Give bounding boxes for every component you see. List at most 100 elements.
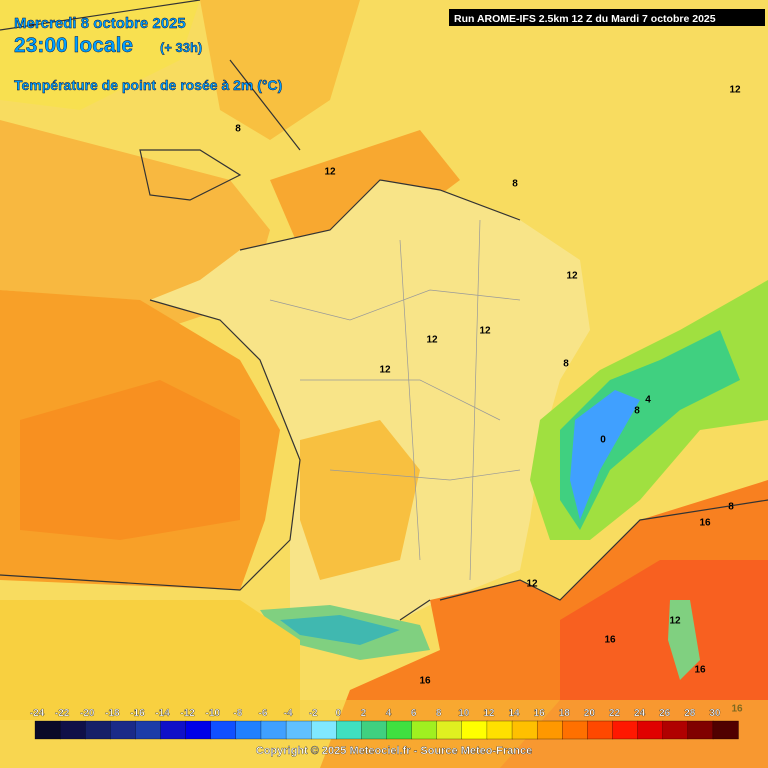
legend-swatch xyxy=(687,720,714,740)
lead-time: (+ 33h) xyxy=(160,40,202,55)
contour-label: 12 xyxy=(426,335,438,346)
legend-swatch xyxy=(511,720,538,740)
contour-label: 0 xyxy=(600,435,606,446)
legend-swatch xyxy=(59,720,86,740)
north-sea xyxy=(200,0,360,140)
legend-tick: 0 xyxy=(336,708,342,719)
contour-label: 4 xyxy=(645,395,651,406)
contour-label: 12 xyxy=(566,271,578,282)
legend-swatch xyxy=(461,720,488,740)
contour-label: 12 xyxy=(379,365,391,376)
run-box xyxy=(449,9,765,26)
legend-tick: -2 xyxy=(309,708,318,719)
legend-swatch xyxy=(436,720,463,740)
legend-tick: -12 xyxy=(180,708,195,719)
legend-swatch xyxy=(336,720,363,740)
atlantic-core xyxy=(20,380,240,540)
legend-tick: 30 xyxy=(709,708,721,719)
legend-swatch xyxy=(185,720,212,740)
legend-tick: -6 xyxy=(259,708,268,719)
legend-tick: 22 xyxy=(609,708,621,719)
legend-swatch xyxy=(411,720,438,740)
contour-label: 16 xyxy=(694,665,706,676)
date: Mercredi 8 octobre 2025 xyxy=(14,15,186,32)
pyrenees-core xyxy=(280,615,400,645)
legend-tick: 18 xyxy=(559,708,571,719)
contour-label: 12 xyxy=(526,579,538,590)
borders xyxy=(269,219,521,581)
contour-label: 16 xyxy=(604,635,616,646)
legend-swatch xyxy=(587,720,614,740)
legend-tick: -4 xyxy=(284,708,293,719)
legend-swatch xyxy=(662,720,689,740)
legend-tick: -24 xyxy=(30,708,45,719)
uk-coast xyxy=(0,0,301,201)
france xyxy=(150,180,590,620)
legend-swatch xyxy=(311,720,337,740)
run-info: Run AROME-IFS 2.5km 12 Z du Mardi 7 octo… xyxy=(454,13,716,25)
legend-swatch xyxy=(135,720,162,740)
contour-label: 12 xyxy=(324,167,336,178)
contour-label: 12 xyxy=(479,326,491,337)
legend-tick: -22 xyxy=(55,708,70,719)
alps-peak xyxy=(570,390,640,520)
parameter: Température de point de rosée à 2m (°C) xyxy=(14,77,282,93)
legend-swatch xyxy=(712,720,739,740)
contour-label: 12 xyxy=(729,85,741,96)
legend-tick: 28 xyxy=(684,708,696,719)
contour-label: 8 xyxy=(512,179,518,190)
legend: -24 -22 -20 -18 -16 -14 -12 -10 -8 -6 -4 -2 0 2 4 6 8 10 1… xyxy=(30,708,739,740)
legend-tick: -16 xyxy=(130,708,145,719)
legend-tick: 26 xyxy=(659,708,671,719)
legend-swatch xyxy=(34,720,61,740)
legend-swatch xyxy=(562,720,589,740)
coastline xyxy=(0,179,768,621)
legend-swatch xyxy=(386,720,413,740)
legend-swatch xyxy=(260,720,287,740)
legend-swatch xyxy=(160,720,187,740)
legend-tick: 12 xyxy=(483,708,495,719)
time: 23:00 locale xyxy=(14,34,133,57)
contour-label: 8 xyxy=(235,124,241,135)
contour-label: 8 xyxy=(634,406,640,417)
legend-tick: 4 xyxy=(386,708,392,719)
legend-tick: 24 xyxy=(634,708,646,719)
legend-swatch xyxy=(285,720,312,740)
legend-swatch xyxy=(110,720,137,740)
contour-label: 8 xyxy=(563,359,569,370)
legend-tick: 6 xyxy=(411,708,417,719)
corsica xyxy=(668,600,700,680)
contour-label: 16 xyxy=(419,676,431,687)
legend-tick: 16 xyxy=(534,708,546,719)
legend-tick: 8 xyxy=(436,708,442,719)
legend-tick: 20 xyxy=(584,708,596,719)
contour-label: 16 xyxy=(699,518,711,529)
copyright: Copyright © 2025 Meteociel.fr - Source M… xyxy=(256,745,532,757)
legend-swatch xyxy=(486,720,513,740)
legend-tick: -8 xyxy=(233,708,242,719)
legend-tick: -18 xyxy=(105,708,120,719)
legend-tick: 10 xyxy=(458,708,470,719)
legend-swatch xyxy=(637,720,664,740)
legend-swatch xyxy=(85,720,111,740)
channel-east xyxy=(270,130,460,250)
legend-tick: 14 xyxy=(508,708,520,719)
southwest xyxy=(300,420,420,580)
legend-swatch xyxy=(361,720,388,740)
legend-swatch xyxy=(612,720,639,740)
legend-swatch xyxy=(536,720,563,740)
legend-tick: -10 xyxy=(206,708,221,719)
contour-label: 8 xyxy=(728,502,734,513)
uk-sea xyxy=(0,0,200,110)
legend-tick: 2 xyxy=(361,708,367,719)
legend-tick: -14 xyxy=(155,708,170,719)
spain xyxy=(0,600,300,720)
contour-label: 12 xyxy=(669,616,681,627)
legend-tick: -20 xyxy=(80,708,95,719)
channel xyxy=(0,120,270,330)
legend-swatch xyxy=(235,720,262,740)
legend-swatch xyxy=(210,720,237,740)
alps-core xyxy=(560,330,740,530)
